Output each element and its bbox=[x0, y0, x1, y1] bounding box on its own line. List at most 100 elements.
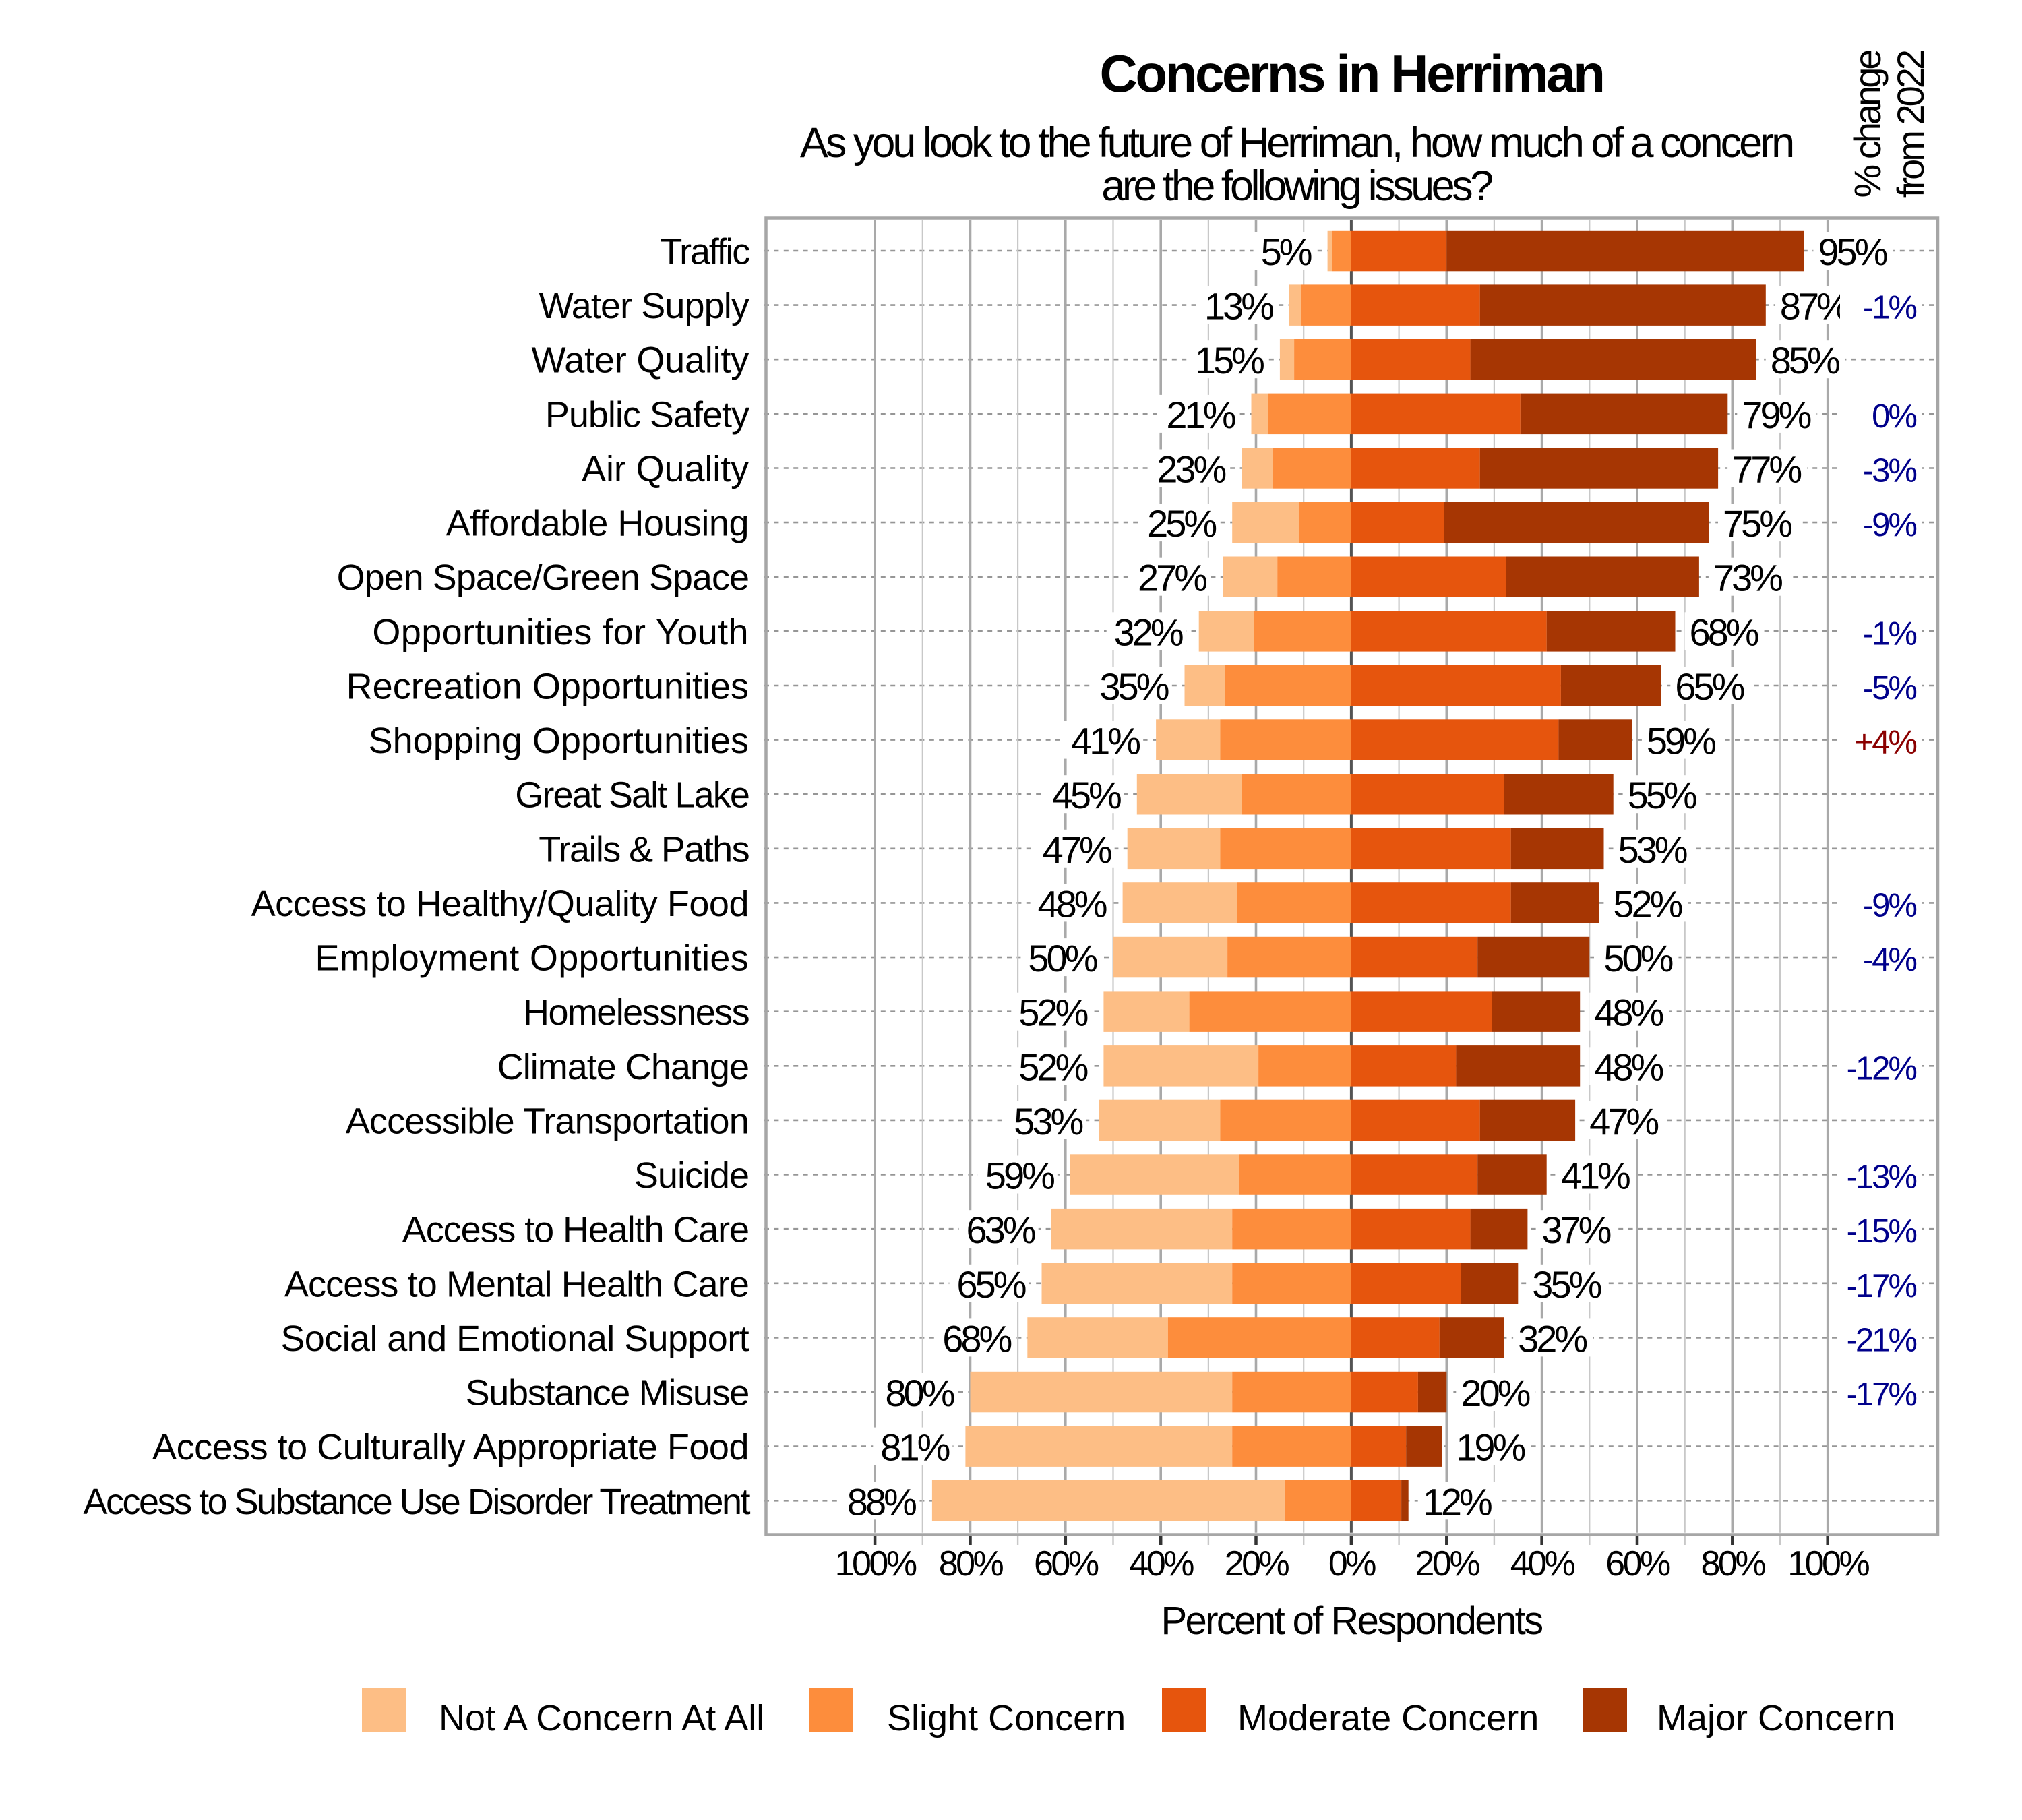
svg-text:Homelessness: Homelessness bbox=[523, 992, 749, 1033]
svg-text:65%: 65% bbox=[1675, 665, 1744, 708]
svg-text:59%: 59% bbox=[1647, 720, 1715, 762]
svg-text:59%: 59% bbox=[985, 1155, 1054, 1197]
svg-text:Access to Substance Use Disord: Access to Substance Use Disorder Treatme… bbox=[84, 1482, 751, 1522]
svg-text:Slight Concern: Slight Concern bbox=[887, 1698, 1126, 1738]
svg-text:100%: 100% bbox=[835, 1544, 917, 1583]
svg-text:% change: % change bbox=[1846, 51, 1889, 198]
svg-text:Suicide: Suicide bbox=[634, 1155, 749, 1196]
svg-text:48%: 48% bbox=[1038, 882, 1107, 925]
svg-text:Opportunities for Youth: Opportunities for Youth bbox=[372, 612, 749, 653]
svg-text:-17%: -17% bbox=[1847, 1376, 1917, 1413]
svg-text:50%: 50% bbox=[1028, 937, 1097, 979]
svg-text:60%: 60% bbox=[1605, 1544, 1670, 1583]
svg-text:55%: 55% bbox=[1628, 774, 1696, 816]
svg-text:from 2022: from 2022 bbox=[1889, 51, 1932, 198]
svg-text:48%: 48% bbox=[1594, 992, 1663, 1034]
svg-text:85%: 85% bbox=[1771, 339, 1839, 382]
svg-text:Affordable Housing: Affordable Housing bbox=[446, 504, 749, 544]
svg-text:Percent of Respondents: Percent of Respondents bbox=[1161, 1599, 1542, 1643]
svg-text:-9%: -9% bbox=[1863, 507, 1917, 543]
svg-text:53%: 53% bbox=[1618, 828, 1687, 871]
svg-text:5%: 5% bbox=[1261, 231, 1312, 273]
svg-text:47%: 47% bbox=[1043, 828, 1111, 871]
svg-text:79%: 79% bbox=[1742, 394, 1810, 436]
svg-text:Water Quality: Water Quality bbox=[532, 340, 749, 381]
svg-text:As you look to the future of H: As you look to the future of Herriman, h… bbox=[800, 119, 1792, 166]
svg-text:32%: 32% bbox=[1114, 611, 1183, 653]
svg-text:Access to Health Care: Access to Health Care bbox=[402, 1210, 749, 1250]
svg-text:Recreation Opportunities: Recreation Opportunities bbox=[346, 667, 749, 707]
svg-text:23%: 23% bbox=[1157, 448, 1225, 491]
svg-text:Access to Healthy/Quality Food: Access to Healthy/Quality Food bbox=[251, 884, 749, 924]
svg-text:are the following issues?: are the following issues? bbox=[1101, 162, 1492, 210]
svg-text:Employment Opportunities: Employment Opportunities bbox=[315, 938, 749, 979]
svg-text:-5%: -5% bbox=[1863, 670, 1917, 706]
svg-text:Air Quality: Air Quality bbox=[582, 449, 749, 489]
svg-text:47%: 47% bbox=[1589, 1100, 1658, 1143]
svg-text:25%: 25% bbox=[1147, 502, 1216, 545]
svg-text:53%: 53% bbox=[1014, 1100, 1082, 1143]
svg-text:35%: 35% bbox=[1099, 665, 1168, 708]
svg-text:37%: 37% bbox=[1541, 1209, 1610, 1251]
svg-text:77%: 77% bbox=[1732, 448, 1801, 491]
svg-text:52%: 52% bbox=[1018, 992, 1087, 1034]
svg-text:95%: 95% bbox=[1818, 231, 1887, 273]
svg-text:68%: 68% bbox=[942, 1317, 1011, 1360]
svg-text:65%: 65% bbox=[956, 1263, 1025, 1306]
svg-text:81%: 81% bbox=[880, 1426, 949, 1469]
svg-text:+4%: +4% bbox=[1855, 725, 1917, 761]
svg-text:-15%: -15% bbox=[1847, 1213, 1917, 1250]
svg-text:20%: 20% bbox=[1225, 1544, 1289, 1583]
svg-text:Substance Misuse: Substance Misuse bbox=[466, 1373, 749, 1414]
svg-text:Shopping Opportunities: Shopping Opportunities bbox=[369, 721, 749, 761]
svg-text:40%: 40% bbox=[1510, 1544, 1575, 1583]
svg-text:48%: 48% bbox=[1594, 1045, 1663, 1088]
svg-text:75%: 75% bbox=[1723, 502, 1791, 545]
svg-text:21%: 21% bbox=[1166, 394, 1235, 436]
svg-text:68%: 68% bbox=[1690, 611, 1758, 653]
svg-text:Access to Mental Health Care: Access to Mental Health Care bbox=[284, 1264, 749, 1304]
svg-text:-17%: -17% bbox=[1847, 1268, 1917, 1304]
svg-text:80%: 80% bbox=[939, 1544, 1004, 1583]
svg-text:12%: 12% bbox=[1423, 1480, 1492, 1523]
svg-text:Water Supply: Water Supply bbox=[539, 286, 749, 326]
svg-text:50%: 50% bbox=[1603, 937, 1672, 979]
svg-text:32%: 32% bbox=[1518, 1317, 1587, 1360]
svg-text:52%: 52% bbox=[1018, 1045, 1087, 1088]
svg-text:13%: 13% bbox=[1204, 285, 1273, 328]
svg-text:20%: 20% bbox=[1415, 1544, 1480, 1583]
svg-text:63%: 63% bbox=[967, 1209, 1035, 1251]
svg-text:-3%: -3% bbox=[1863, 453, 1917, 489]
svg-text:Not A Concern At All: Not A Concern At All bbox=[439, 1698, 764, 1738]
svg-text:-13%: -13% bbox=[1847, 1159, 1917, 1196]
svg-text:Moderate Concern: Moderate Concern bbox=[1237, 1698, 1539, 1738]
svg-text:Climate Change: Climate Change bbox=[497, 1047, 749, 1087]
svg-text:41%: 41% bbox=[1561, 1155, 1630, 1197]
svg-text:-21%: -21% bbox=[1847, 1322, 1917, 1358]
svg-text:15%: 15% bbox=[1195, 339, 1264, 382]
svg-text:-4%: -4% bbox=[1863, 942, 1917, 978]
svg-text:19%: 19% bbox=[1456, 1426, 1525, 1469]
svg-text:-1%: -1% bbox=[1863, 290, 1917, 326]
svg-text:88%: 88% bbox=[847, 1480, 916, 1523]
svg-text:52%: 52% bbox=[1613, 882, 1682, 925]
svg-text:Public Safety: Public Safety bbox=[545, 394, 749, 435]
svg-text:-12%: -12% bbox=[1847, 1050, 1917, 1087]
svg-text:27%: 27% bbox=[1138, 557, 1206, 599]
svg-text:Concerns in Herriman: Concerns in Herriman bbox=[1100, 44, 1603, 103]
svg-text:87%: 87% bbox=[1780, 285, 1849, 328]
svg-text:Major Concern: Major Concern bbox=[1657, 1698, 1895, 1738]
svg-text:Social and Emotional Support: Social and Emotional Support bbox=[280, 1318, 749, 1359]
svg-text:Trails & Paths: Trails & Paths bbox=[539, 829, 749, 870]
svg-text:41%: 41% bbox=[1071, 720, 1140, 762]
svg-text:40%: 40% bbox=[1129, 1544, 1194, 1583]
svg-text:80%: 80% bbox=[885, 1372, 954, 1414]
svg-text:Access to Culturally Appropria: Access to Culturally Appropriate Food bbox=[152, 1427, 749, 1467]
svg-text:100%: 100% bbox=[1787, 1544, 1869, 1583]
svg-text:Accessible Transportation: Accessible Transportation bbox=[346, 1101, 749, 1141]
svg-text:35%: 35% bbox=[1532, 1263, 1601, 1306]
svg-text:73%: 73% bbox=[1713, 557, 1782, 599]
svg-text:45%: 45% bbox=[1052, 774, 1121, 816]
svg-text:Open Space/Green Space: Open Space/Green Space bbox=[337, 557, 749, 598]
svg-text:Traffic: Traffic bbox=[660, 232, 749, 272]
